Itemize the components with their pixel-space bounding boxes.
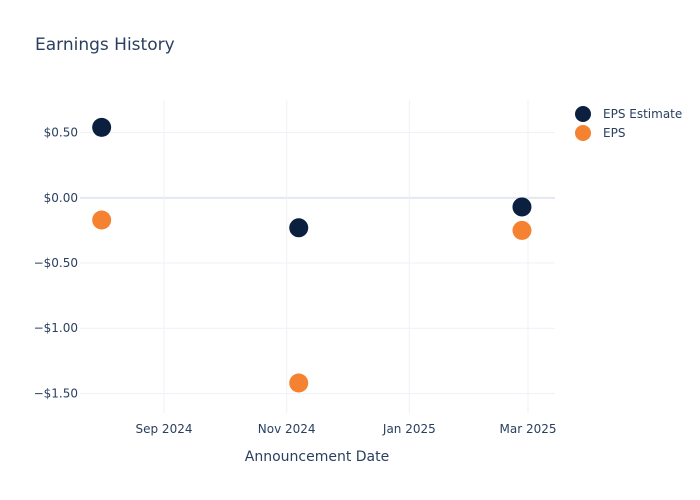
y-tick-label: $0.50 [44, 126, 78, 140]
data-points [92, 117, 532, 393]
grid [80, 100, 555, 413]
legend-label: EPS [603, 126, 625, 140]
eps-estimate-point [289, 218, 309, 238]
legend-marker [575, 106, 591, 122]
eps-point [92, 210, 112, 230]
eps-point [289, 373, 309, 393]
eps-point [512, 220, 532, 240]
eps-estimate-point [512, 197, 532, 217]
y-tick-label: −$0.50 [34, 256, 78, 270]
x-axis-ticks: Sep 2024 Nov 2024 Jan 2025 Mar 2025 [136, 422, 557, 436]
legend: EPS Estimate EPS [575, 106, 682, 141]
legend-label: EPS Estimate [603, 107, 682, 121]
x-tick-label: Jan 2025 [382, 422, 436, 436]
chart-title: Earnings History [35, 35, 175, 55]
y-tick-label: $0.00 [44, 191, 78, 205]
x-tick-label: Nov 2024 [258, 422, 316, 436]
x-axis-title: Announcement Date [245, 449, 389, 465]
y-axis-ticks: $0.50 $0.00 −$0.50 −$1.00 −$1.50 [34, 126, 78, 401]
y-tick-label: −$1.50 [34, 386, 78, 400]
y-tick-label: −$1.00 [34, 321, 78, 335]
eps-estimate-point [92, 117, 112, 137]
legend-marker [575, 125, 591, 141]
x-tick-label: Mar 2025 [500, 422, 557, 436]
x-tick-label: Sep 2024 [136, 422, 193, 436]
